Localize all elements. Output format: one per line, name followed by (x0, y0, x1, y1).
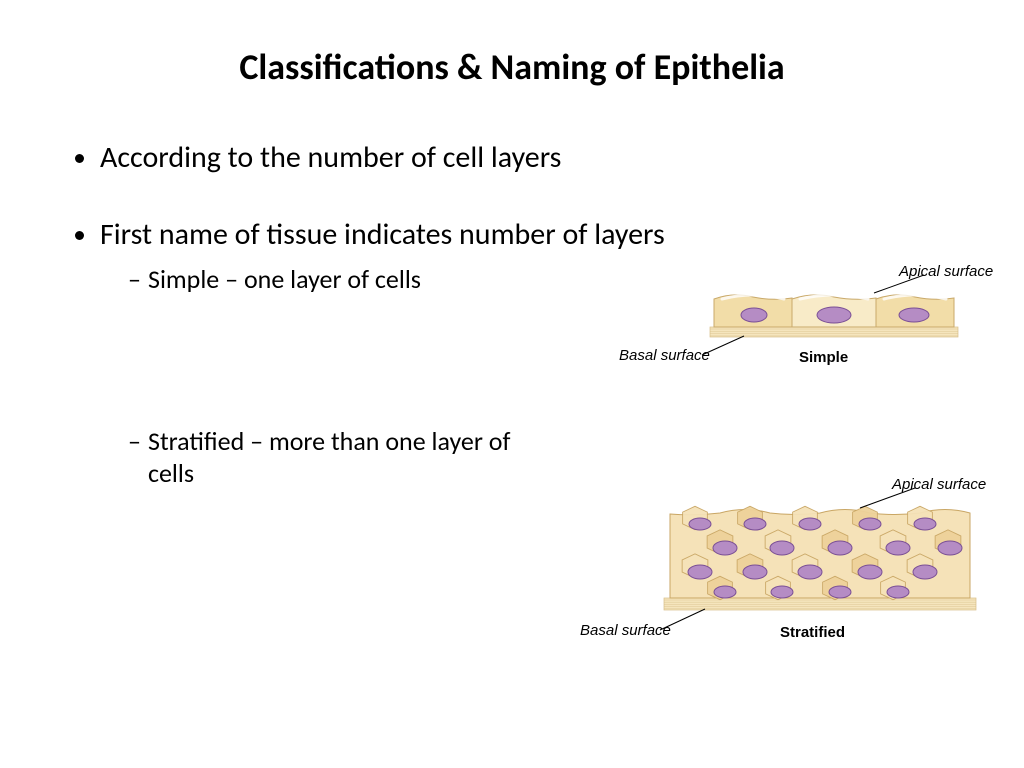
caption-stratified: Stratified (780, 624, 845, 641)
bullet-1: According to the number of cell layers (100, 139, 964, 176)
sub-bullet-stratified-text: Stratified – more than one layer of cell… (148, 425, 510, 489)
bullet-2-text: First name of tissue indicates number of… (100, 216, 665, 253)
label-apical-simple: Apical surface (899, 263, 993, 280)
bullet-1-text: According to the number of cell layers (100, 139, 561, 176)
diagram-simple: Apical surface Basal surface Simple (654, 265, 994, 395)
page-title: Classifications & Naming of Epithelia (0, 0, 1024, 89)
label-apical-stratified: Apical surface (892, 476, 986, 493)
sub-bullet-stratified: Stratified – more than one layer of cell… (128, 425, 558, 489)
diagram-simple-svg (654, 265, 994, 395)
sub-bullet-simple-text: Simple – one layer of cells (148, 263, 421, 295)
label-basal-stratified: Basal surface (580, 622, 671, 639)
label-basal-simple: Basal surface (619, 347, 710, 364)
caption-simple: Simple (799, 349, 848, 366)
diagram-stratified: Apical surface Basal surface Stratified (630, 480, 1000, 650)
